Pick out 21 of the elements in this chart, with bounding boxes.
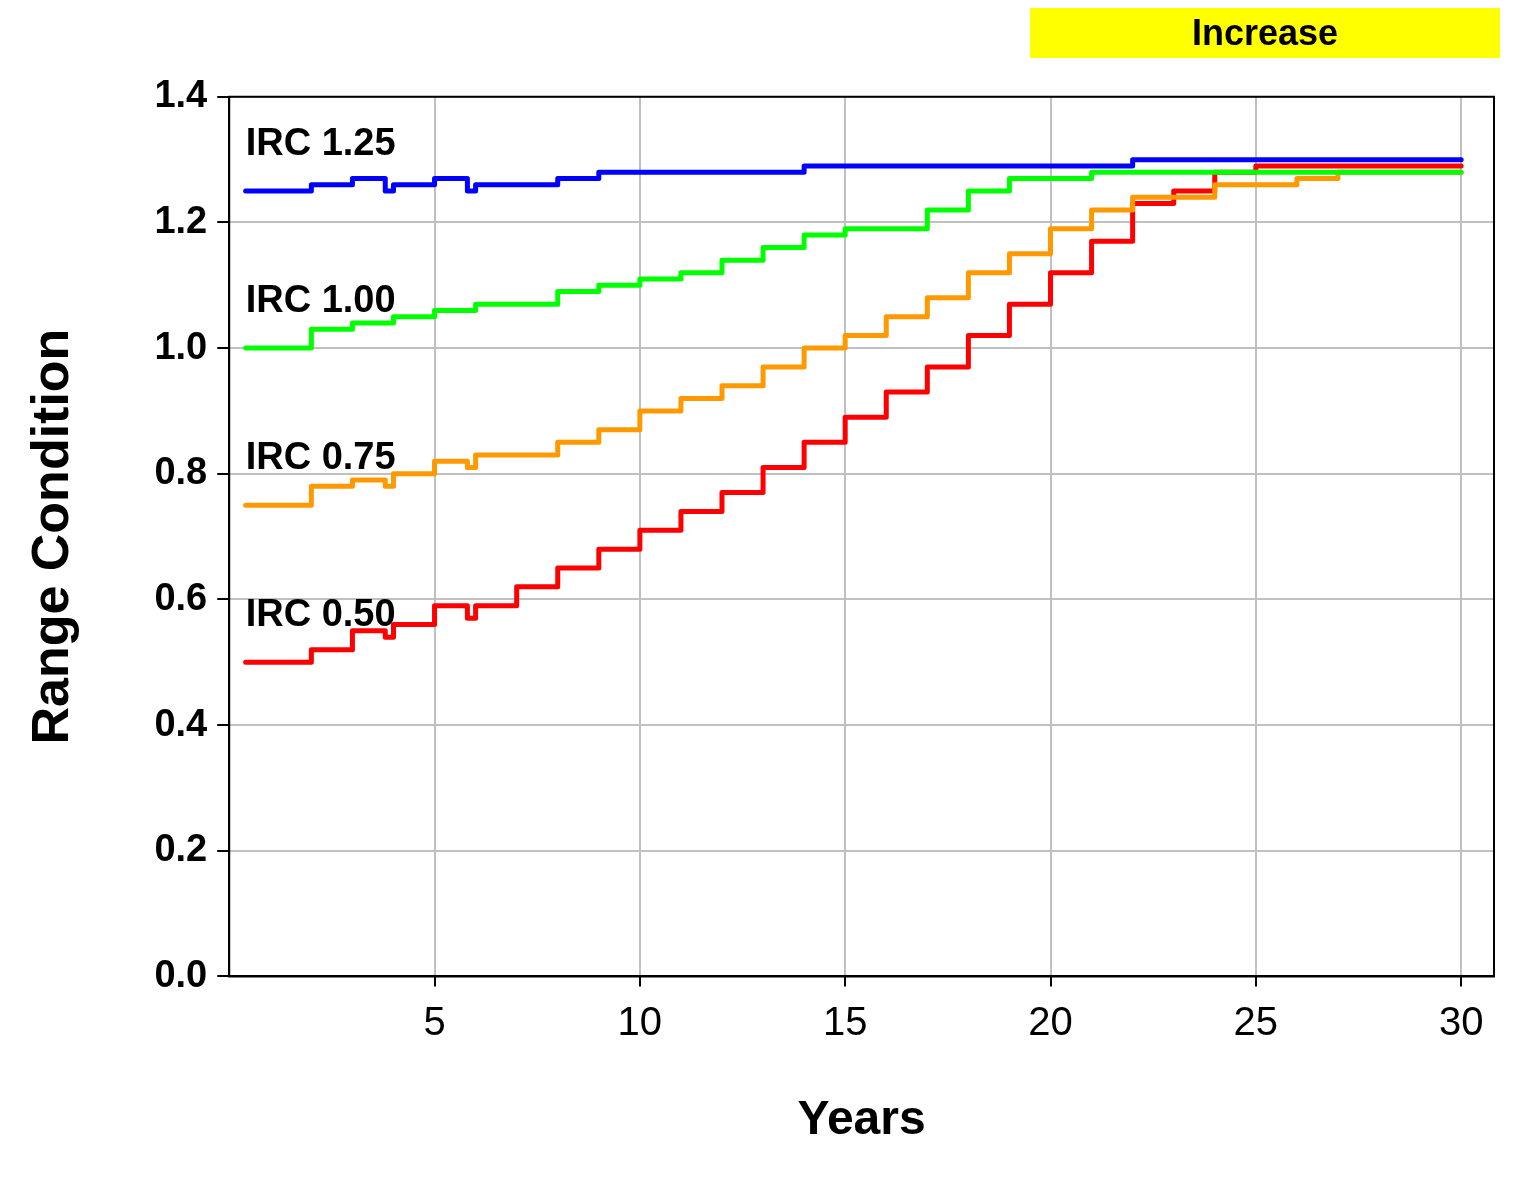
series-label: IRC 1.25	[245, 120, 396, 163]
y-tick-label: 0.6	[154, 575, 208, 618]
y-tick-label: 0.8	[154, 450, 208, 493]
y-axis-title: Range Condition	[20, 328, 79, 745]
x-tick-label: 30	[1438, 999, 1484, 1044]
y-tick-label: 0.2	[154, 827, 208, 870]
x-tick-label: 15	[822, 999, 868, 1044]
y-tick-label: 1.2	[154, 198, 208, 241]
y-tick-label: 0.4	[154, 701, 208, 744]
x-tick-label: 10	[617, 999, 663, 1044]
series-label: IRC 0.50	[245, 591, 396, 634]
x-tick-label: 20	[1028, 999, 1073, 1044]
x-axis-title: Years	[797, 1091, 926, 1145]
series-label: IRC 0.75	[245, 434, 396, 477]
y-tick-label: 1.0	[154, 324, 208, 367]
y-tick-label: 1.4	[154, 73, 208, 116]
series-label: IRC 1.00	[245, 277, 396, 320]
y-tick-label: 0.0	[154, 952, 208, 995]
x-tick-label: 25	[1233, 999, 1279, 1044]
x-tick-label: 5	[423, 999, 446, 1044]
text: Increase	[1030, 8, 1500, 58]
